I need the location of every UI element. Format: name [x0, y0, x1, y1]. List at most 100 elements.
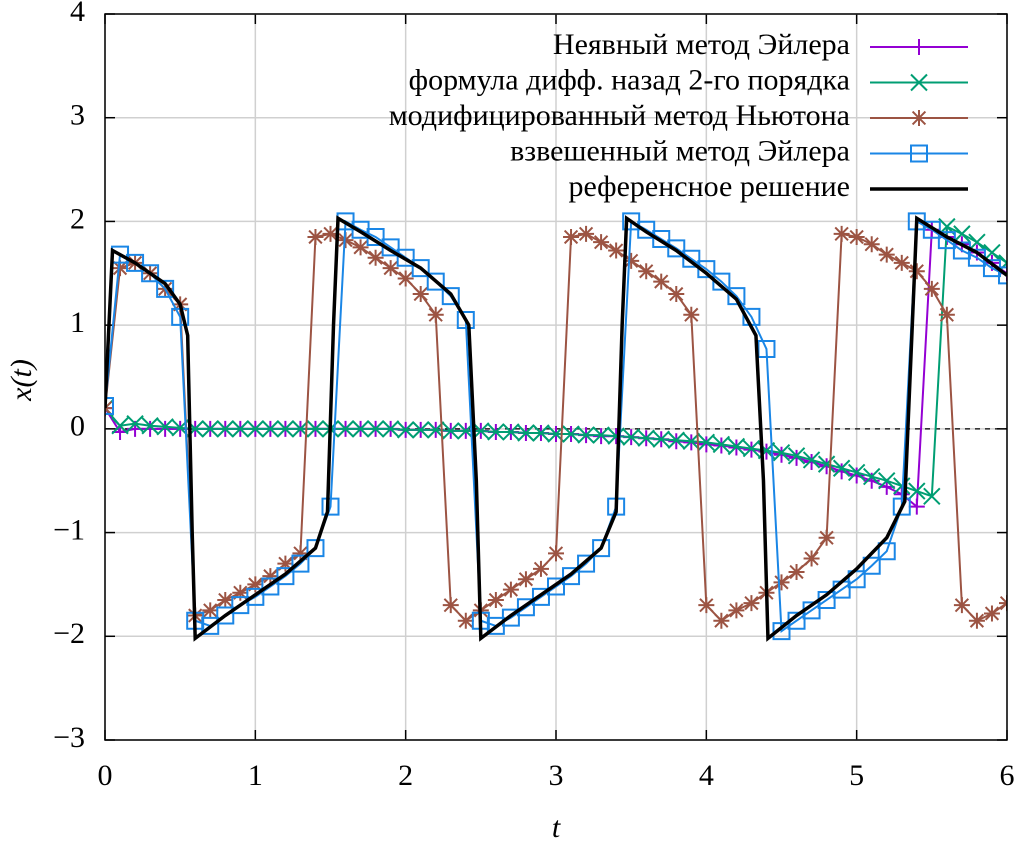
marker — [411, 421, 430, 439]
marker — [607, 427, 625, 445]
plot-frame — [104, 13, 1008, 741]
marker — [532, 560, 549, 577]
marker — [817, 455, 836, 473]
marker — [862, 556, 881, 575]
marker — [713, 612, 730, 629]
marker — [141, 417, 159, 435]
marker — [456, 310, 475, 329]
marker — [727, 287, 746, 306]
marker — [772, 444, 791, 462]
marker — [532, 424, 550, 442]
marker — [563, 228, 580, 245]
marker — [487, 423, 505, 441]
marker — [442, 422, 460, 440]
marker — [441, 287, 460, 306]
marker — [486, 616, 505, 635]
y-tick-label: 2 — [70, 202, 85, 235]
marker — [593, 234, 610, 251]
marker — [352, 239, 369, 256]
marker — [968, 233, 986, 251]
marker — [637, 429, 655, 447]
marker — [548, 545, 564, 562]
marker — [877, 542, 896, 561]
marker — [307, 228, 324, 245]
marker — [833, 225, 850, 242]
marker — [847, 570, 866, 589]
legend-label: Неявный метод Эйлера — [553, 28, 850, 61]
marker — [667, 431, 685, 449]
marker — [908, 482, 926, 500]
marker — [201, 616, 220, 635]
marker — [878, 472, 896, 490]
marker — [276, 420, 295, 438]
marker — [683, 306, 700, 323]
marker — [998, 266, 1007, 285]
marker — [292, 545, 309, 562]
y-tick-label: −1 — [53, 513, 85, 546]
marker — [623, 252, 640, 269]
marker — [893, 254, 910, 271]
marker — [111, 417, 129, 435]
marker — [833, 463, 850, 480]
marker — [336, 420, 355, 438]
marker — [231, 596, 250, 615]
marker — [105, 397, 114, 416]
legend-label: модифицированный метод Ньютона — [389, 99, 850, 132]
marker — [743, 595, 760, 612]
x-tick-label: 4 — [699, 759, 714, 792]
x-tick-label: 0 — [98, 759, 113, 792]
marker — [788, 563, 805, 580]
marker — [862, 467, 881, 486]
marker — [366, 420, 385, 438]
marker — [322, 225, 339, 242]
marker — [156, 418, 174, 436]
marker — [953, 597, 970, 614]
y-tick-label: −3 — [53, 721, 85, 754]
marker — [728, 602, 745, 619]
marker — [908, 263, 925, 280]
marker — [818, 529, 835, 546]
marker — [306, 420, 325, 438]
x-tick-label: 6 — [1000, 759, 1015, 792]
marker — [578, 225, 595, 242]
marker — [517, 424, 535, 442]
marker — [863, 236, 880, 253]
marker — [848, 467, 865, 484]
marker — [397, 270, 414, 287]
marker — [742, 439, 761, 458]
marker — [878, 246, 895, 263]
marker — [923, 280, 940, 297]
marker — [802, 451, 821, 469]
marker — [246, 420, 265, 438]
y-tick-label: 1 — [70, 306, 85, 339]
marker — [983, 605, 1000, 622]
marker — [262, 568, 279, 585]
marker — [321, 497, 340, 516]
y-axis-label: x(t) — [5, 359, 38, 402]
marker — [592, 426, 610, 444]
marker — [562, 425, 580, 443]
marker — [232, 584, 249, 601]
marker — [968, 612, 985, 629]
series-line — [105, 215, 1007, 642]
marker — [142, 420, 159, 437]
marker — [126, 414, 144, 433]
marker — [787, 447, 806, 465]
y-tick-label: 0 — [70, 410, 85, 443]
marker — [216, 606, 235, 625]
marker — [908, 498, 925, 515]
marker — [938, 306, 955, 323]
marker — [803, 550, 820, 567]
marker — [396, 421, 415, 439]
y-tick-label: −2 — [53, 617, 85, 650]
marker — [653, 273, 670, 290]
y-tick-label: 4 — [70, 0, 85, 28]
marker — [517, 571, 534, 588]
marker — [652, 430, 670, 448]
legend-marker — [911, 39, 927, 55]
marker — [367, 249, 384, 266]
marker — [698, 597, 715, 614]
legend-label: референсное решение — [568, 170, 850, 203]
marker — [848, 228, 865, 245]
